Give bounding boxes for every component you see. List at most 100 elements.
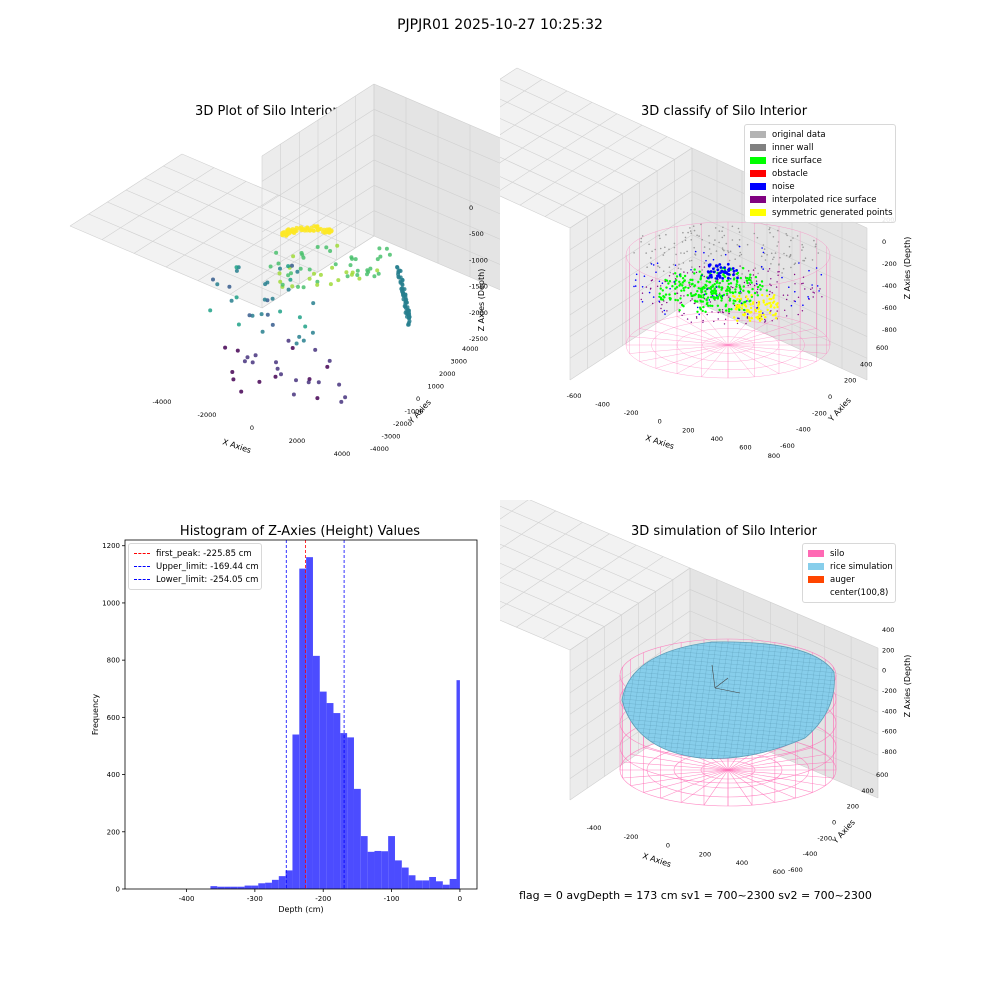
- p1-scatter-point: [407, 316, 411, 321]
- p1-scatter-point: [324, 245, 329, 250]
- p2-rice-surface-point: [659, 287, 662, 290]
- p4-x-tick-label: -400: [587, 824, 602, 832]
- p2-interpolated-point: [738, 317, 740, 320]
- p1-y-tick-label: 3000: [451, 358, 468, 366]
- p1-scatter-point: [345, 274, 350, 279]
- histogram-bar: [456, 680, 460, 889]
- p2-original-point: [701, 269, 703, 271]
- p4-grid-line: [689, 589, 879, 670]
- p2-rice-surface-point: [713, 283, 716, 286]
- histogram-bar: [360, 836, 368, 889]
- p2-interpolated-point: [728, 312, 730, 315]
- legend-label: Upper_limit: -169.44 cm: [156, 561, 259, 572]
- p2-rice-surface-point: [742, 267, 745, 270]
- p2-rice-surface-point: [722, 273, 725, 276]
- histogram-bar: [278, 876, 286, 889]
- p2-original-point: [746, 243, 749, 246]
- p2-grid-line: [569, 256, 693, 337]
- p1-scatter-point: [316, 380, 321, 385]
- p1-scatter-point: [276, 261, 281, 266]
- p4-mesh-line: [715, 641, 737, 759]
- p2-interpolated-point: [703, 275, 705, 278]
- p2-noise-point: [717, 272, 721, 275]
- p2-interpolated-point: [811, 287, 813, 289]
- p2-rice-surface-point: [681, 281, 684, 284]
- p2-rice-surface-point: [696, 290, 699, 293]
- p1-scatter-point: [230, 370, 235, 374]
- legend-label: rice simulation: [830, 561, 893, 572]
- p1-scatter-point: [375, 268, 380, 273]
- x-tick-label: -100: [384, 895, 400, 903]
- p2-interpolated-point: [784, 309, 786, 311]
- p1-scatter-point: [280, 233, 285, 238]
- p2-symmetric-point: [759, 316, 762, 319]
- p2-interpolated-point: [683, 295, 685, 297]
- p2-symmetric-point: [752, 301, 755, 304]
- p2-y-tick-label: -200: [812, 409, 827, 417]
- p4-mesh-line: [703, 641, 725, 759]
- p2-rice-surface-point: [705, 299, 708, 302]
- p2-rice-surface-point: [697, 287, 700, 290]
- p2-original-point: [691, 266, 693, 268]
- p2-interpolated-point: [683, 312, 685, 315]
- histogram-frame: [124, 539, 478, 890]
- p2-symmetric-point: [734, 307, 737, 311]
- p4-silo-floor-spoke: [643, 747, 729, 771]
- p2-original-point: [772, 258, 774, 261]
- p2-original-point: [650, 257, 652, 259]
- p4-mesh-line: [622, 641, 835, 659]
- legend-label: rice surface: [772, 155, 822, 166]
- p2-original-point: [756, 236, 759, 239]
- p2-rice-surface-point: [714, 291, 717, 294]
- p2-noise-point: [716, 268, 720, 272]
- p2-interpolated-point: [668, 275, 671, 277]
- p2-rice-surface-point: [688, 281, 691, 284]
- p4-z-tick-label: -400: [882, 707, 897, 715]
- p1-y-tick-label: 1000: [428, 383, 445, 391]
- p1-scatter-point: [329, 229, 334, 234]
- p2-original-point: [641, 235, 644, 237]
- histogram-bar: [394, 860, 402, 889]
- p2-symmetric-point: [756, 315, 760, 318]
- legend-line: [134, 579, 150, 580]
- p2-rice-surface-point: [683, 279, 686, 282]
- p4-grid-line: [569, 589, 691, 672]
- p2-interpolated-point: [756, 291, 758, 293]
- p2-rice-surface-point: [681, 284, 684, 287]
- p1-scatter-point: [278, 309, 283, 314]
- p2-grid-line: [500, 195, 571, 229]
- p2-rice-surface-point: [743, 308, 746, 312]
- p2-noise-point: [634, 285, 637, 287]
- p1-scatter-point: [355, 273, 360, 277]
- p1-grid-line: [373, 83, 500, 139]
- p1-scatter-point: [289, 271, 293, 276]
- p1-scatter-point: [305, 225, 310, 230]
- p1-scatter-point: [368, 266, 373, 271]
- p4-rice-surface: [621, 641, 835, 759]
- p1-scatter-point: [268, 264, 273, 269]
- p2-interpolated-point: [786, 298, 788, 301]
- p2-interpolated-point: [652, 302, 654, 305]
- p2-original-point: [757, 272, 759, 275]
- p2-interpolated-point: [768, 268, 771, 270]
- p2-noise-point: [731, 267, 735, 270]
- p2-original-point: [777, 241, 780, 243]
- p2-rice-surface-point: [658, 292, 661, 295]
- p2-original-point: [813, 239, 815, 242]
- histogram-bar: [285, 870, 293, 889]
- p4-y-tick-label: 600: [876, 771, 888, 779]
- p4-auger-line: [714, 687, 741, 694]
- p4-silo-floor-spoke: [630, 754, 729, 771]
- p2-interpolated-point: [688, 284, 691, 286]
- y-tick-label: 800: [107, 657, 120, 665]
- p2-rice-surface-point: [735, 285, 738, 288]
- p1-scatter-point: [333, 262, 338, 267]
- p1-scatter-point: [314, 225, 319, 230]
- p4-mesh-line: [622, 657, 835, 679]
- p2-symmetric-point: [735, 298, 739, 301]
- histogram-bar: [415, 880, 423, 889]
- p2-x-tick-label: 800: [768, 452, 780, 460]
- p4-grid-line: [569, 567, 691, 651]
- p2-z-tick-label: -400: [882, 282, 897, 290]
- histogram-bar: [422, 880, 430, 889]
